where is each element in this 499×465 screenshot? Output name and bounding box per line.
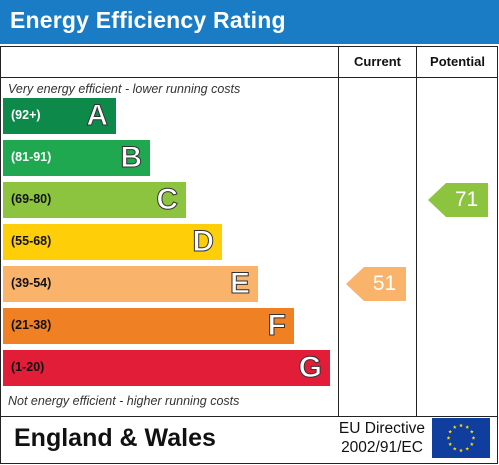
eu-star-icon [465,425,470,429]
eu-star-icon [469,442,474,446]
footer-frame [0,416,498,464]
eu-star-icon [459,423,463,428]
band-letter: E [229,267,250,301]
band-range-label: (21-38) [11,318,52,332]
eu-star-icon [459,448,463,453]
eu-star-icon [465,446,470,451]
directive-line-2: 2002/91/EC [341,439,423,456]
column-header-current: Current [354,54,401,69]
eu-star-icon [452,425,457,429]
rating-band-f: (21-38) F [3,308,294,344]
note-top: Very energy efficient - lower running co… [8,82,241,96]
band-letter: B [120,141,143,175]
band-range-label: (92+) [11,108,41,122]
potential-rating-value: 71 [454,188,479,211]
eu-star-icon [471,436,476,440]
band-letter: A [86,99,109,133]
eu-star-icon [448,429,453,434]
eu-star-icon [446,436,451,440]
footer-country: England & Wales [14,424,216,452]
band-letter: G [298,351,322,385]
band-range-label: (1-20) [11,360,45,374]
rating-band-b: (81-91) B [3,140,150,176]
note-bottom: Not energy efficient - higher running co… [8,394,240,408]
eu-star-icon [452,446,457,451]
current-column-divider [338,46,339,417]
potential-column-divider [416,46,417,417]
rating-band-g: (1-20) G [3,350,330,386]
current-rating-value: 51 [372,272,397,295]
band-letter: F [267,309,286,343]
directive-line-1: EU Directive [338,420,426,437]
eu-star-icon [469,429,474,434]
rating-band-e: (39-54) E [3,266,258,302]
header-row-divider [0,77,498,78]
column-header-potential: Potential [430,54,485,69]
header-bar: Energy Efficiency Rating [0,0,499,44]
band-range-label: (39-54) [11,276,52,290]
eu-flag-icon [432,418,490,458]
band-range-label: (69-80) [11,192,52,206]
band-letter: D [192,225,215,259]
band-range-label: (55-68) [11,234,52,248]
eu-star-icon [448,442,453,446]
page-title: Energy Efficiency Rating [10,7,286,33]
rating-band-a: (92+) A [3,98,116,134]
band-letter: C [156,183,179,217]
rating-band-d: (55-68) D [3,224,222,260]
rating-band-c: (69-80) C [3,182,186,218]
band-range-label: (81-91) [11,150,52,164]
